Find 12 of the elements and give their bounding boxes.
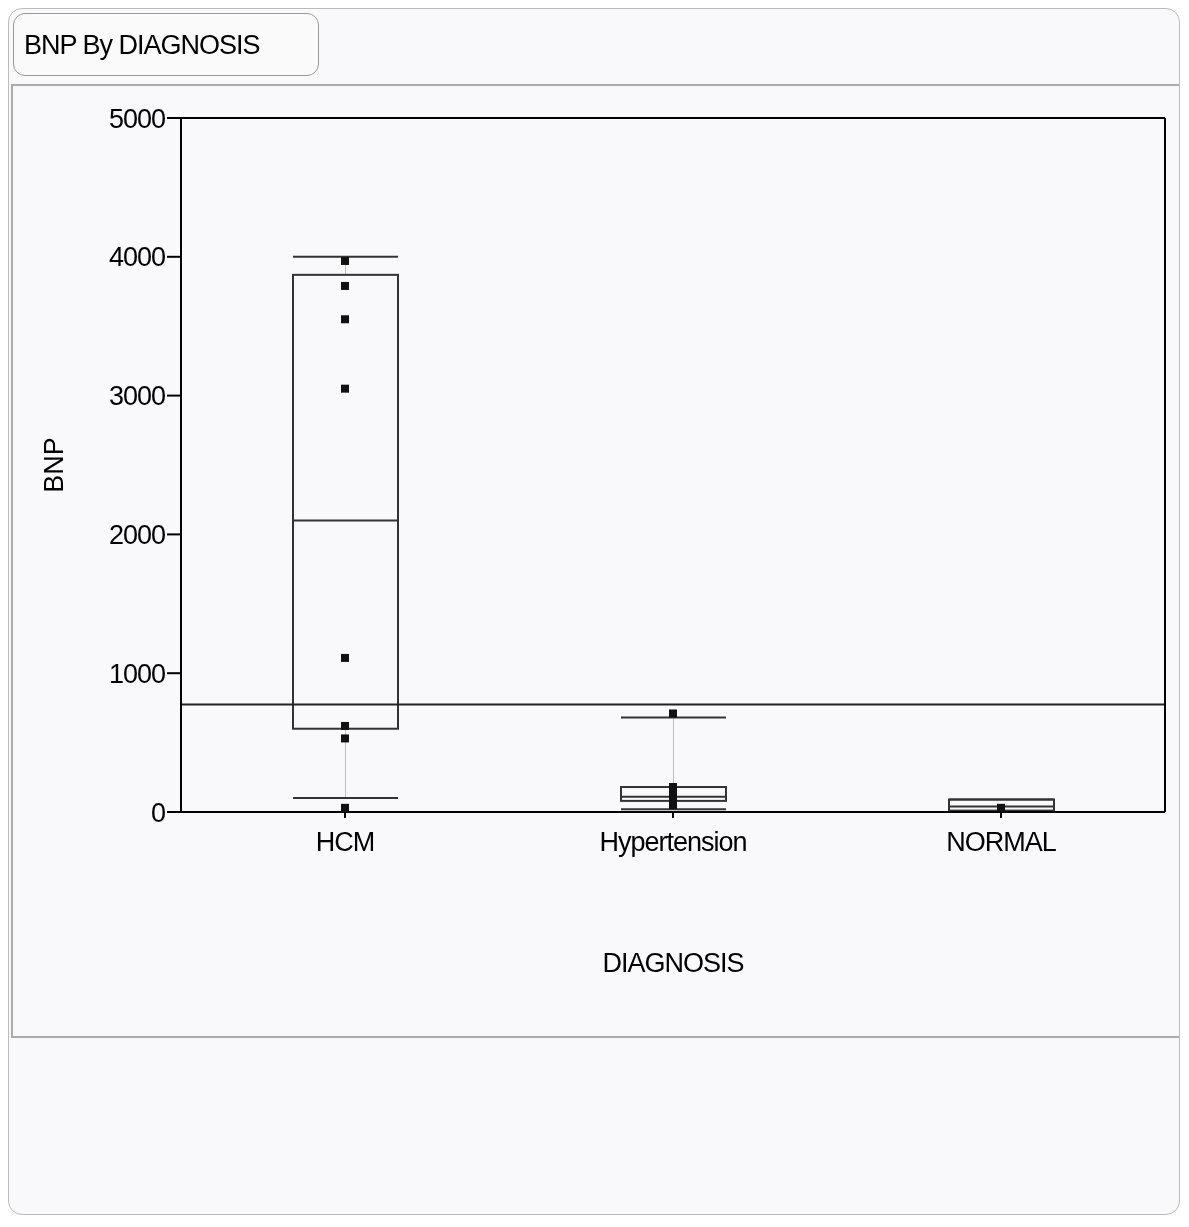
x-tick-label: Hypertension <box>599 827 747 858</box>
y-tick-label: 4000 <box>108 242 165 273</box>
chart-title: BNP By DIAGNOSIS <box>13 13 319 76</box>
y-axis-title: BNP <box>38 437 69 493</box>
y-tick-label: 1000 <box>108 658 165 689</box>
x-tick-label: NORMAL <box>946 827 1057 858</box>
y-tick-label: 0 <box>150 797 165 828</box>
y-tick-label: 5000 <box>108 103 165 134</box>
x-axis-title: DIAGNOSIS <box>602 948 744 978</box>
y-tick-label: 3000 <box>108 381 165 412</box>
x-tick-label: HCM <box>315 827 375 858</box>
y-tick-label: 2000 <box>108 519 165 550</box>
